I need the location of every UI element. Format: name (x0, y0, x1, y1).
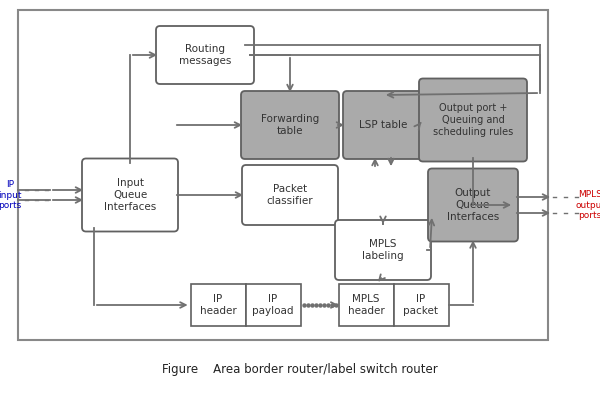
Text: IP
input
ports: IP input ports (0, 180, 22, 210)
Text: IP
payload: IP payload (252, 294, 294, 316)
Text: MPLS
header: MPLS header (347, 294, 385, 316)
Bar (338, 284, 394, 326)
Bar (245, 284, 301, 326)
Bar (394, 284, 449, 326)
FancyBboxPatch shape (343, 91, 423, 159)
Text: Figure    Area border router/label switch router: Figure Area border router/label switch r… (162, 363, 438, 377)
Text: IP
packet: IP packet (404, 294, 439, 316)
FancyBboxPatch shape (156, 26, 254, 84)
FancyBboxPatch shape (241, 91, 339, 159)
Text: Output port +
Queuing and
scheduling rules: Output port + Queuing and scheduling rul… (433, 103, 513, 137)
Text: Forwarding
table: Forwarding table (261, 114, 319, 136)
Text: MPLS
labeling: MPLS labeling (362, 239, 404, 261)
Text: Routing
messages: Routing messages (179, 44, 231, 66)
Text: Output
Queue
Interfaces: Output Queue Interfaces (447, 188, 499, 222)
FancyBboxPatch shape (428, 168, 518, 242)
Bar (191, 284, 245, 326)
Text: Packet
classifier: Packet classifier (266, 184, 313, 206)
FancyBboxPatch shape (335, 220, 431, 280)
Text: Input
Queue
Interfaces: Input Queue Interfaces (104, 178, 156, 212)
Text: LSP table: LSP table (359, 120, 407, 130)
Text: MPLS
output
ports: MPLS output ports (575, 190, 600, 220)
FancyBboxPatch shape (82, 158, 178, 232)
FancyBboxPatch shape (242, 165, 338, 225)
Bar (18, 10, 548, 340)
Text: IP
header: IP header (200, 294, 236, 316)
FancyBboxPatch shape (419, 78, 527, 162)
